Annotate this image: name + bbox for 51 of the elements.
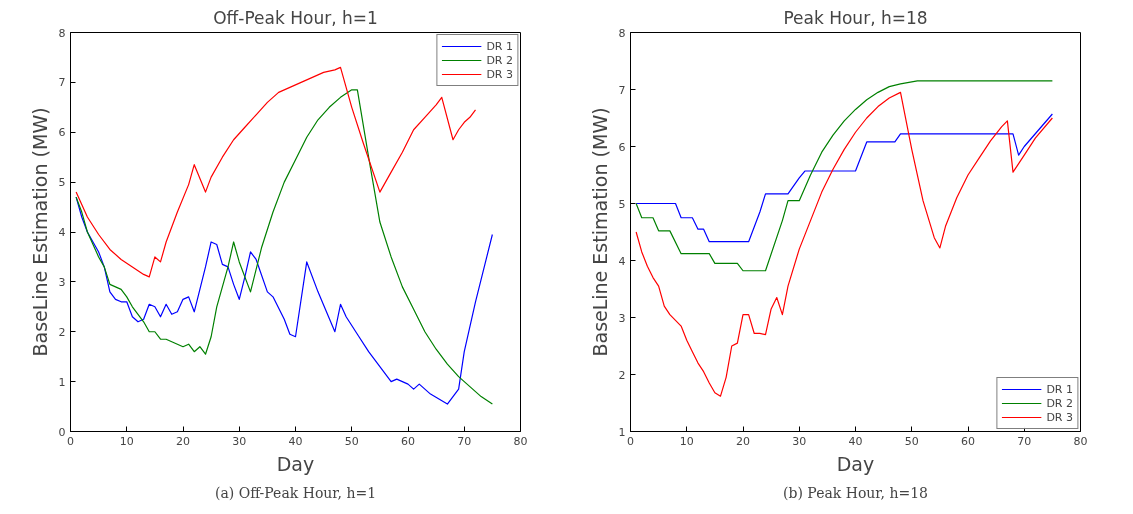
x-tick-label: 50 — [904, 434, 919, 448]
y-tick-label: 5 — [58, 176, 66, 190]
y-axis-title: BaseLine Estimation (MW) — [588, 107, 611, 357]
x-axis-title: Day — [276, 452, 315, 475]
line-series — [635, 113, 1053, 243]
y-tick-label: 7 — [618, 83, 626, 97]
x-tick-label: 30 — [792, 434, 807, 448]
y-tick-label: 6 — [58, 126, 66, 140]
x-tick-label: 70 — [457, 434, 472, 448]
x-tick-label: 60 — [961, 434, 975, 448]
x-tick-label: 70 — [1017, 434, 1032, 448]
chart-title: Off-Peak Hour, h=1 — [213, 7, 378, 28]
x-tick-label: 10 — [119, 434, 134, 448]
line-series — [75, 66, 477, 278]
x-tick-label: 20 — [176, 434, 190, 448]
y-tick-label: 3 — [618, 311, 626, 325]
y-tick-label: 7 — [58, 76, 66, 90]
y-tick-label: 3 — [58, 275, 66, 289]
legend-label: DR 1 — [486, 39, 513, 53]
chart-title: Peak Hour, h=18 — [783, 7, 928, 28]
y-tick-label: 8 — [58, 26, 66, 40]
text: (a) Off-Peak Hour, h=1 — [214, 484, 377, 501]
x-tick-label: 50 — [344, 434, 359, 448]
y-tick-label: 6 — [618, 140, 626, 154]
y-tick-label: 1 — [58, 375, 66, 389]
x-axis-title: Day — [836, 452, 875, 475]
x-tick-label: 80 — [1073, 434, 1088, 448]
x-tick-label: 60 — [401, 434, 415, 448]
y-tick-label: 2 — [58, 325, 66, 339]
x-tick-label: 10 — [679, 434, 694, 448]
y-tick-label: 8 — [618, 26, 626, 40]
y-tick-label: 5 — [618, 197, 626, 211]
y-tick-label: 1 — [618, 425, 626, 439]
legend-label: DR 1 — [1046, 382, 1073, 396]
y-tick-label: 4 — [58, 226, 66, 239]
line-series — [75, 89, 493, 405]
y-axis-title: BaseLine Estimation (MW) — [28, 107, 51, 357]
y-tick-label: 0 — [58, 425, 66, 439]
x-tick-label: 30 — [232, 434, 247, 448]
legend-label: DR 3 — [1046, 410, 1073, 424]
x-tick-label: 80 — [513, 434, 528, 448]
legend-label: DR 2 — [486, 53, 513, 67]
x-tick-label: 20 — [736, 434, 750, 448]
y-tick-label: 4 — [618, 254, 626, 268]
legend-label: DR 3 — [486, 67, 513, 81]
legend-label: DR 2 — [1046, 396, 1073, 410]
text: (b) Peak Hour, h=18 — [783, 484, 928, 501]
x-tick-label: 40 — [288, 434, 303, 448]
line-series — [635, 80, 1053, 272]
x-tick-label: 40 — [848, 434, 863, 448]
y-tick-label: 2 — [618, 368, 626, 382]
